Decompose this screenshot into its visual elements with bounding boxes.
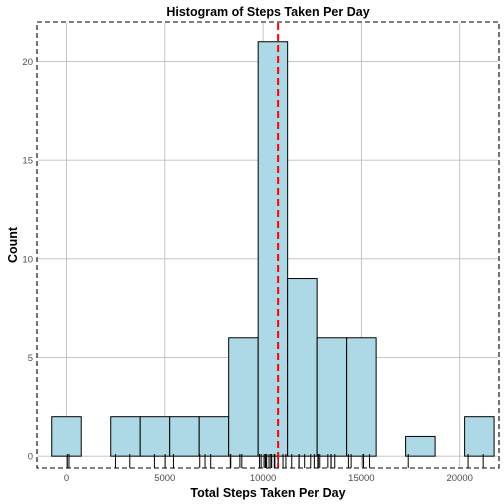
histogram-bar bbox=[464, 416, 495, 457]
x-tick-label: 0 bbox=[64, 473, 69, 484]
x-axis-tick-labels: 0 5000 10000 15000 20000 bbox=[64, 473, 473, 484]
x-tick-label: 10000 bbox=[250, 473, 276, 484]
histogram-bar bbox=[51, 416, 82, 457]
x-tick-label: 20000 bbox=[446, 473, 472, 484]
y-tick-label: 15 bbox=[22, 156, 33, 167]
histogram-bar bbox=[346, 337, 377, 457]
y-tick-label: 10 bbox=[22, 254, 33, 265]
y-tick-label: 0 bbox=[28, 452, 33, 463]
plot-frame bbox=[36, 21, 500, 469]
x-axis-title: Total Steps Taken Per Day bbox=[190, 486, 345, 500]
x-tick-label: 15000 bbox=[348, 473, 374, 484]
histogram-bar bbox=[169, 416, 200, 457]
histogram-bar bbox=[228, 337, 259, 457]
histogram-bar bbox=[198, 416, 230, 457]
chart-title: Histogram of Steps Taken Per Day bbox=[166, 5, 369, 19]
histogram-bar bbox=[316, 337, 348, 457]
x-tick-label: 5000 bbox=[154, 473, 175, 484]
histogram-bar bbox=[110, 416, 141, 457]
y-tick-label: 5 bbox=[28, 353, 33, 364]
histogram-bar bbox=[139, 416, 171, 457]
y-tick-label: 20 bbox=[22, 57, 33, 68]
histogram-bars bbox=[51, 41, 495, 457]
histogram-bar bbox=[257, 41, 289, 457]
histogram-bar bbox=[405, 435, 436, 457]
histogram-bar bbox=[287, 278, 318, 457]
y-axis-tick-labels: 0 5 10 15 20 bbox=[22, 57, 33, 463]
y-axis-title: Count bbox=[6, 226, 20, 263]
